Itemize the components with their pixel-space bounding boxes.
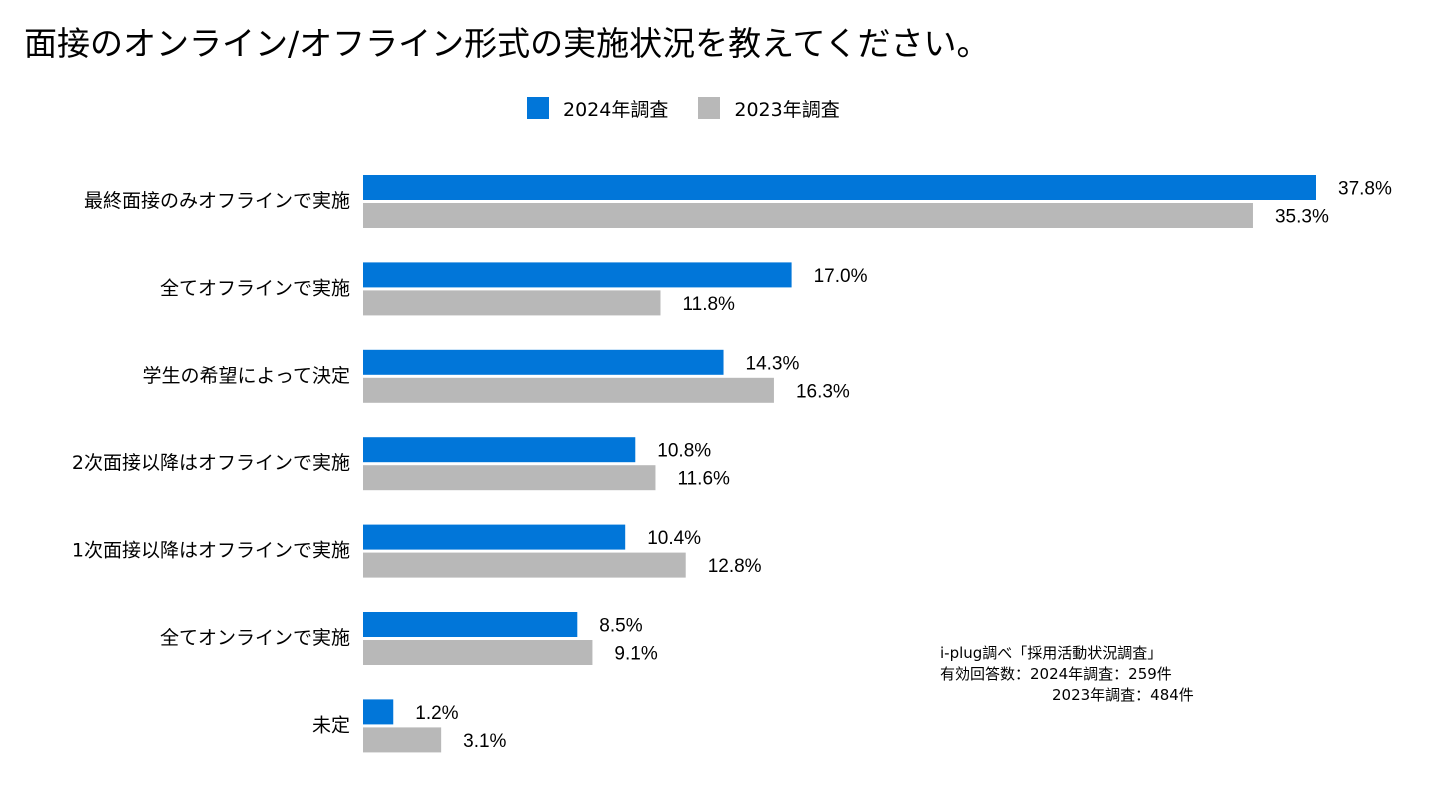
legend-label-2024: 2024年調査: [563, 98, 669, 121]
source-note-line2: 有効回答数：2024年調査：259件: [940, 665, 1172, 683]
category-label: 全てオフラインで実施: [160, 277, 350, 299]
bar-2024: [363, 175, 1316, 200]
data-label: 12.8%: [708, 556, 762, 577]
source-note-line1: i-plug調べ「採用活動状況調査」: [940, 644, 1163, 662]
source-note: i-plug調べ「採用活動状況調査」 有効回答数：2024年調査：259件 2023…: [940, 643, 1194, 706]
data-label: 8.5%: [599, 616, 642, 637]
category-label: 最終面接のみオフラインで実施: [84, 190, 350, 212]
bar-2024: [363, 437, 636, 463]
legend: 2024年調査 2023年調査: [527, 95, 870, 121]
bar-2023: [363, 727, 442, 753]
bar-2023: [363, 290, 661, 316]
legend-swatch-2023: [698, 97, 721, 119]
bar-2024: [363, 612, 578, 637]
bar-2024: [363, 524, 626, 550]
legend-item-2023: 2023年調査: [698, 95, 840, 122]
data-label: 16.3%: [796, 381, 850, 402]
bar-2023: [363, 552, 686, 578]
legend-item-2024: 2024年調査: [527, 95, 668, 122]
data-label: 1.2%: [415, 703, 458, 724]
source-note-line3: 2023年調査：484件: [1052, 686, 1194, 704]
category-label: 学生の希望によって決定: [143, 365, 350, 387]
data-label: 14.3%: [746, 353, 800, 374]
data-label: 11.6%: [677, 469, 730, 490]
data-label: 37.8%: [1338, 179, 1392, 200]
legend-swatch-2024: [527, 97, 549, 119]
chart-title: 面接のオンライン/オフライン形式の実施状況を教えてください。: [24, 24, 990, 63]
bar-2024: [363, 262, 792, 288]
bar-2024: [363, 699, 394, 725]
data-label: 10.4%: [647, 528, 701, 549]
category-label: 1次面接以降はオフラインで実施: [72, 540, 350, 562]
data-label: 35.3%: [1275, 207, 1329, 228]
bar-2024: [363, 349, 724, 375]
bar-2023: [363, 377, 774, 403]
bar-2023: [363, 203, 1253, 228]
data-label: 11.8%: [682, 294, 735, 315]
category-label: 2次面接以降はオフラインで実施: [72, 452, 350, 474]
bar-2023: [363, 640, 593, 665]
legend-label-2023: 2023年調査: [734, 98, 840, 121]
bar-2023: [363, 465, 656, 491]
data-label: 9.1%: [614, 644, 657, 665]
data-label: 10.8%: [657, 441, 711, 462]
data-label: 17.0%: [814, 266, 868, 287]
data-label: 3.1%: [463, 731, 506, 752]
category-label: 全てオンラインで実施: [160, 627, 350, 649]
category-label: 未定: [312, 714, 350, 736]
